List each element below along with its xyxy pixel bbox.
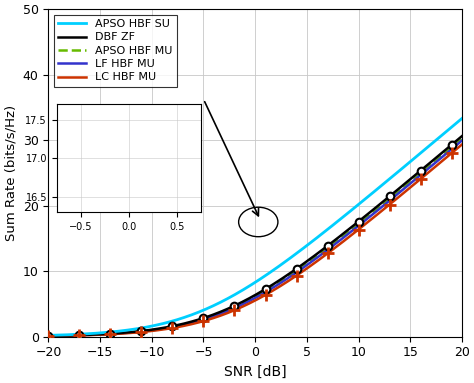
Line: APSO HBF MU: APSO HBF MU <box>48 139 462 336</box>
Line: DBF ZF: DBF ZF <box>48 136 462 336</box>
APSO HBF SU <box>344 212 350 216</box>
Line: LC HBF MU: LC HBF MU <box>48 144 462 336</box>
LF HBF MU <box>46 334 51 338</box>
LC HBF MU <box>306 265 311 270</box>
LC HBF MU <box>344 236 350 241</box>
LF HBF MU <box>344 232 350 237</box>
Legend: APSO HBF SU, DBF ZF, APSO HBF MU, LF HBF MU, LC HBF MU: APSO HBF SU, DBF ZF, APSO HBF MU, LF HBF… <box>54 15 177 87</box>
APSO HBF MU <box>210 314 215 319</box>
LF HBF MU <box>210 314 215 319</box>
LF HBF MU <box>459 138 465 143</box>
APSO HBF MU <box>459 137 465 141</box>
APSO HBF SU <box>346 210 352 214</box>
Line: LF HBF MU: LF HBF MU <box>48 141 462 336</box>
LF HBF MU <box>306 262 311 266</box>
APSO HBF MU <box>344 231 350 236</box>
LC HBF MU <box>459 142 465 147</box>
LC HBF MU <box>46 334 51 338</box>
APSO HBF MU <box>95 332 101 337</box>
APSO HBF MU <box>346 230 352 234</box>
X-axis label: SNR [dB]: SNR [dB] <box>224 365 286 379</box>
LC HBF MU <box>95 332 101 337</box>
LF HBF MU <box>346 231 352 236</box>
Y-axis label: Sum Rate (bits/s/Hz): Sum Rate (bits/s/Hz) <box>4 105 17 241</box>
LC HBF MU <box>346 235 352 239</box>
LF HBF MU <box>180 323 186 327</box>
APSO HBF SU <box>459 116 465 121</box>
APSO HBF SU <box>95 331 101 336</box>
DBF ZF <box>180 321 186 326</box>
DBF ZF <box>346 227 352 231</box>
LF HBF MU <box>95 332 101 337</box>
APSO HBF SU <box>46 333 51 338</box>
LC HBF MU <box>180 324 186 328</box>
LC HBF MU <box>210 316 215 321</box>
Line: APSO HBF SU: APSO HBF SU <box>48 118 462 336</box>
APSO HBF MU <box>180 322 186 327</box>
APSO HBF MU <box>306 260 311 265</box>
APSO HBF SU <box>210 304 215 309</box>
DBF ZF <box>95 332 101 337</box>
APSO HBF MU <box>46 334 51 338</box>
DBF ZF <box>459 134 465 139</box>
DBF ZF <box>210 313 215 318</box>
DBF ZF <box>344 229 350 233</box>
APSO HBF SU <box>306 242 311 247</box>
DBF ZF <box>46 334 51 338</box>
APSO HBF SU <box>180 316 186 320</box>
DBF ZF <box>306 258 311 262</box>
